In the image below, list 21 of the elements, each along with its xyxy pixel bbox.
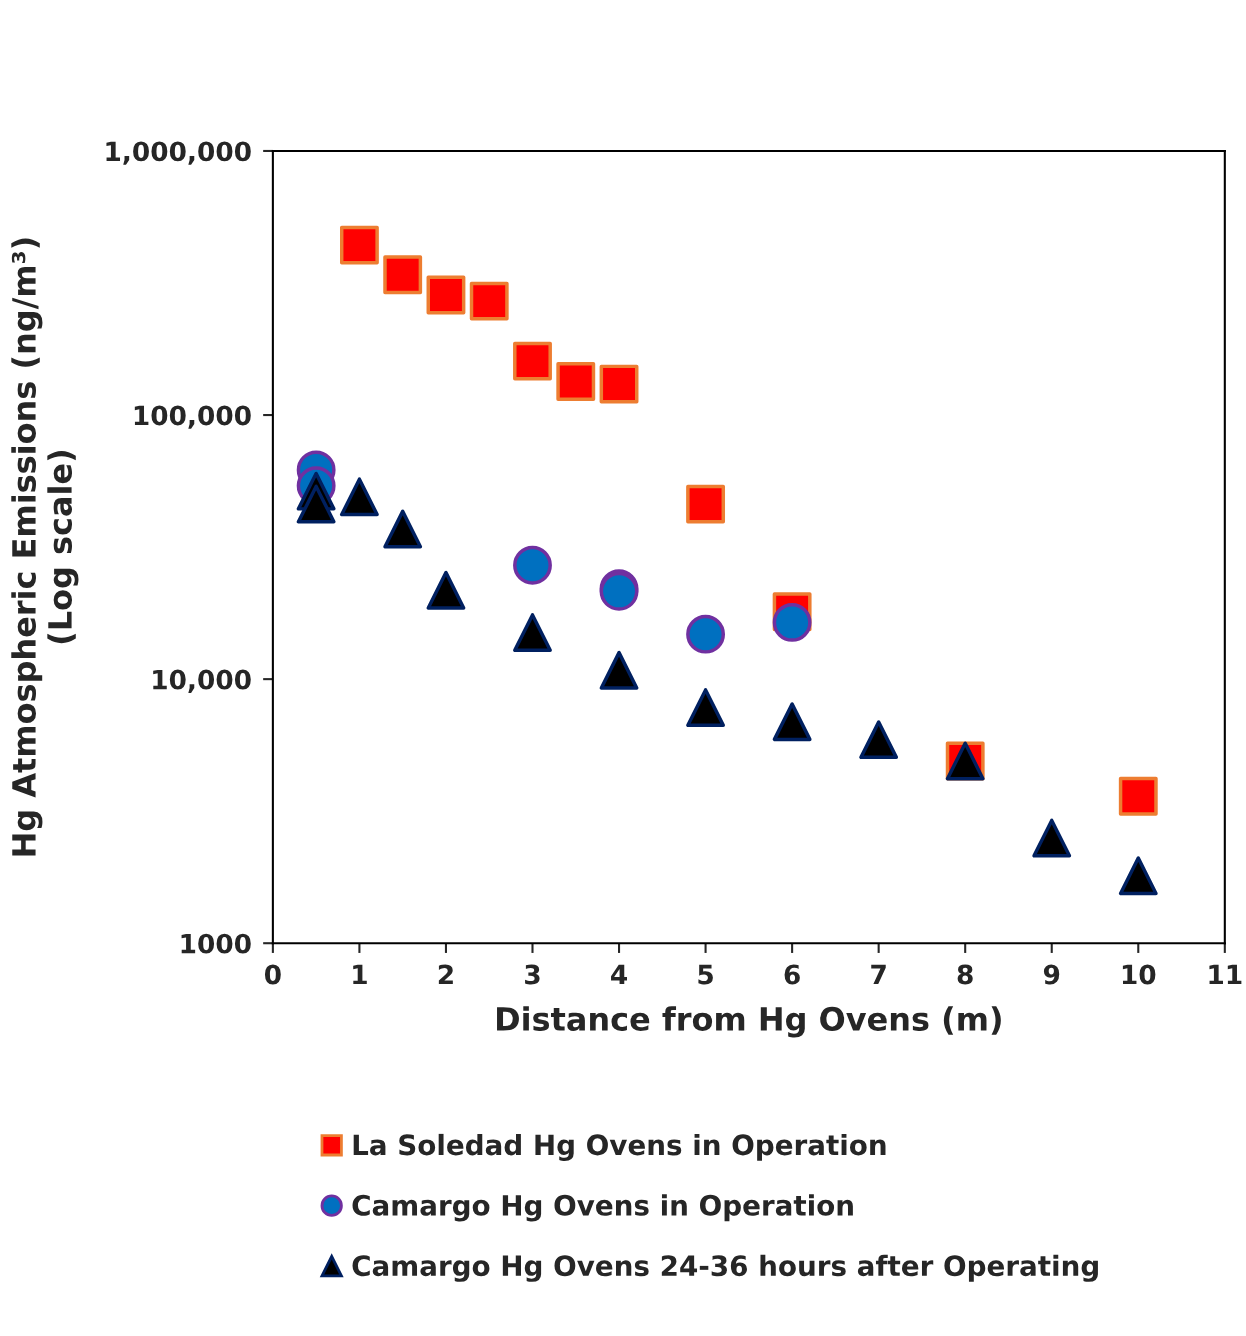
y-tick-label: 1000: [181, 933, 251, 954]
legend-label: La Soledad Hg Ovens in Operation: [353, 1133, 886, 1161]
y-axis-title: Hg Atmospheric Emissions (ng/m³) (Log scale): [11, 238, 79, 856]
x-tick-label: 1: [353, 964, 367, 985]
legend-label: Camargo Hg Ovens 24-36 hours after Operating: [352, 1254, 1098, 1282]
x-tick-label: 6: [784, 964, 800, 985]
x-tick-label: 8: [957, 964, 973, 985]
x-tick-label: 10: [1122, 964, 1156, 985]
y-tick-label: 10,000: [153, 669, 251, 693]
x-tick-label: 5: [698, 964, 713, 985]
x-tick-label: 2: [438, 964, 453, 985]
legend-label: Camargo Hg Ovens in Operation: [352, 1194, 853, 1222]
x-tick-label: 4: [611, 964, 627, 985]
x-axis-title: Distance from Hg Ovens (m): [497, 1006, 1001, 1038]
x-tick-label: 11: [1209, 964, 1242, 985]
x-tick-label: 0: [264, 964, 281, 985]
x-tick-label: 3: [525, 964, 540, 985]
y-tick-label: 1,000,000: [106, 141, 251, 165]
y-tick-label: 100,000: [134, 405, 251, 429]
x-tick-label: 7: [871, 964, 886, 985]
x-tick-label: 9: [1043, 964, 1060, 985]
